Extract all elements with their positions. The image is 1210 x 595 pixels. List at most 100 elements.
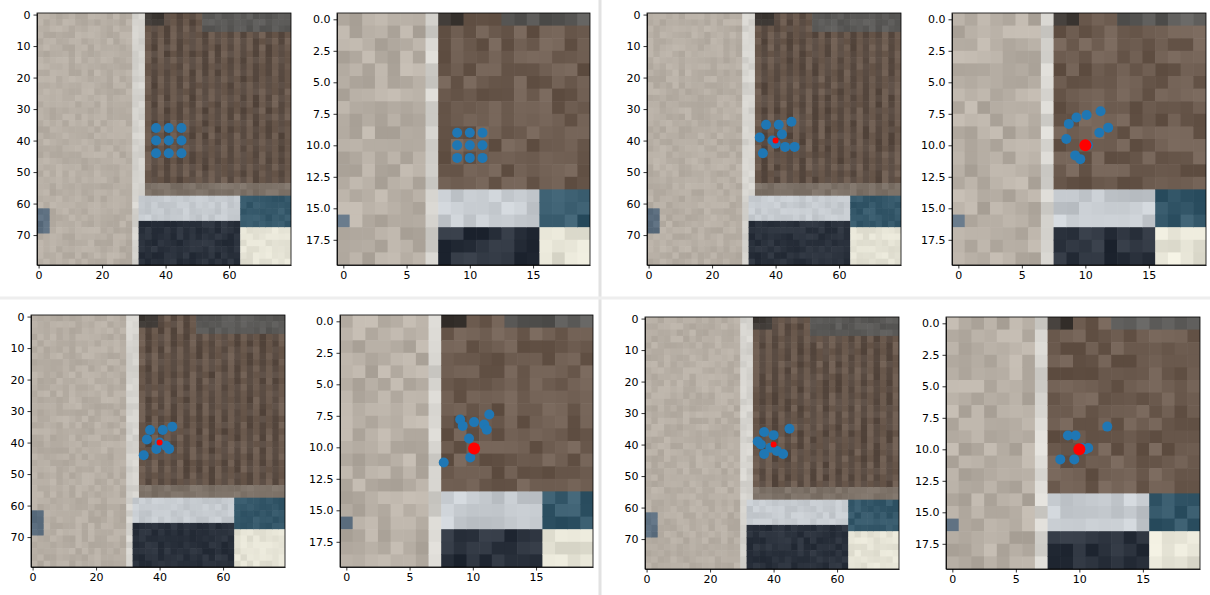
image-pixel (62, 139, 69, 146)
image-pixel (170, 32, 177, 39)
image-pixel (501, 152, 514, 165)
image-pixel (228, 82, 235, 89)
image-pixel (43, 133, 50, 140)
image-pixel (94, 82, 101, 89)
image-pixel (202, 227, 209, 234)
image-pixel (527, 26, 540, 39)
image-pixel (81, 158, 88, 165)
image-pixel (50, 126, 57, 133)
image-pixel (107, 202, 114, 209)
image-pixel (234, 126, 241, 133)
image-pixel (132, 126, 139, 133)
image-pixel (196, 189, 203, 196)
image-pixel (107, 89, 114, 96)
image-pixel (221, 189, 228, 196)
image-pixel (37, 19, 44, 26)
image-pixel (88, 108, 95, 115)
image-pixel (240, 45, 247, 52)
image-pixel (426, 164, 439, 177)
image-pixel (247, 126, 254, 133)
image-pixel (88, 240, 95, 247)
image-pixel (50, 82, 57, 89)
image-pixel (228, 240, 235, 247)
image-pixel (62, 202, 69, 209)
image-pixel (247, 158, 254, 165)
image-pixel (56, 215, 63, 222)
image-pixel (177, 259, 184, 265)
image-pixel (272, 246, 279, 253)
image-pixel (158, 114, 165, 121)
image-pixel (120, 177, 127, 184)
image-pixel (88, 76, 95, 83)
tick-label: 70 (17, 229, 31, 242)
image-pixel (253, 202, 260, 209)
image-pixel (375, 63, 388, 76)
image-pixel (451, 202, 464, 215)
image-pixel (527, 114, 540, 127)
image-pixel (101, 101, 108, 108)
image-pixel (101, 196, 108, 203)
image-pixel (451, 76, 464, 89)
image-pixel (400, 240, 413, 253)
image-pixel (81, 32, 88, 39)
image-pixel (489, 152, 502, 165)
image-pixel (278, 158, 285, 165)
image-pixel (196, 246, 203, 253)
image-pixel (337, 202, 350, 215)
image-pixel (228, 221, 235, 228)
image-pixel (514, 114, 527, 127)
image-pixel (158, 101, 165, 108)
image-pixel (107, 126, 114, 133)
image-pixel (62, 19, 69, 26)
image-pixel (259, 139, 266, 146)
image-pixel (158, 183, 165, 190)
image-pixel (221, 221, 228, 228)
image-pixel (120, 152, 127, 159)
image-pixel (413, 89, 426, 102)
image-pixel (139, 158, 146, 165)
image-pixel (50, 152, 57, 159)
image-pixel (215, 234, 222, 241)
image-pixel (426, 215, 439, 228)
image-pixel (126, 76, 133, 83)
image-pixel (183, 19, 190, 26)
image-pixel (514, 63, 527, 76)
image-pixel (56, 82, 63, 89)
image-pixel (151, 19, 158, 26)
image-pixel (170, 164, 177, 171)
image-pixel (81, 126, 88, 133)
image-pixel (228, 38, 235, 45)
image-pixel (88, 152, 95, 159)
image-pixel (285, 171, 291, 178)
image-pixel (177, 19, 184, 26)
image-pixel (221, 152, 228, 159)
image-pixel (388, 215, 401, 228)
image-pixel (240, 227, 247, 234)
image-pixel (69, 246, 76, 253)
image-pixel (56, 101, 63, 108)
image-pixel (189, 57, 196, 64)
image-pixel (464, 126, 477, 139)
image-pixel (476, 126, 489, 139)
image-pixel (75, 95, 82, 102)
image-pixel (202, 158, 209, 165)
image-pixel (164, 101, 171, 108)
image-pixel (43, 234, 50, 241)
image-pixel (113, 89, 120, 96)
image-pixel (208, 158, 215, 165)
image-pixel (337, 38, 350, 51)
image-pixel (464, 114, 477, 127)
image-pixel (228, 152, 235, 159)
image-pixel (489, 38, 502, 51)
image-pixel (113, 76, 120, 83)
image-pixel (266, 145, 273, 152)
image-pixel (527, 139, 540, 152)
image-pixel (94, 38, 101, 45)
image-pixel (37, 51, 44, 58)
image-pixel (489, 114, 502, 127)
image-pixel (139, 13, 146, 20)
image-pixel (107, 133, 114, 140)
image-pixel (43, 120, 50, 127)
image-pixel (259, 89, 266, 96)
image-pixel (120, 158, 127, 165)
